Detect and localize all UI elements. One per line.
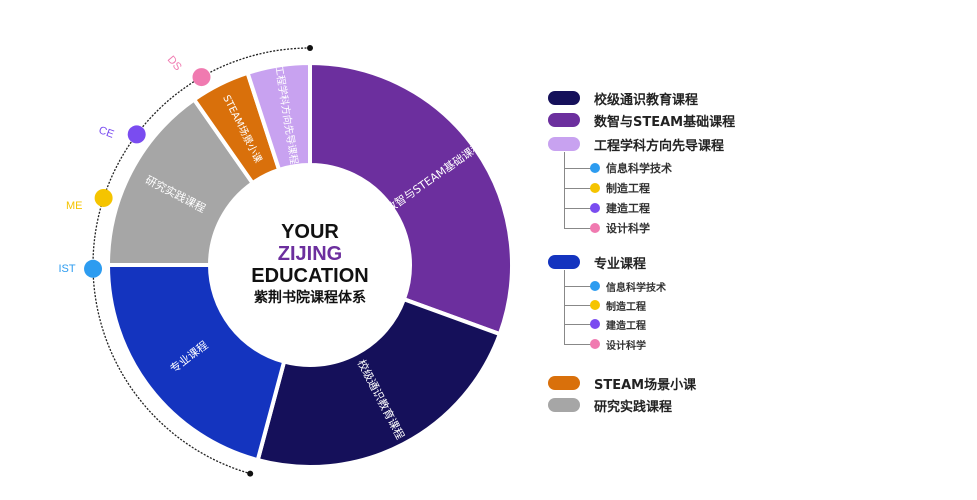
center-title: YOUR ZIJING EDUCATION 紫荆书院课程体系: [251, 221, 368, 306]
track-marker-label: IST: [58, 263, 75, 275]
center-line-education: EDUCATION: [251, 265, 368, 287]
center-line-subtitle: 紫荆书院课程体系: [254, 289, 366, 306]
track-marker-ce: [127, 125, 146, 144]
track-end-dot: [307, 45, 313, 51]
center-line-zijing: ZIJING: [278, 243, 342, 265]
donut-segment: [308, 60, 514, 337]
track-marker-ist: [84, 259, 103, 278]
track-marker-me: [94, 188, 113, 207]
track-marker-ds: [192, 68, 211, 87]
center-line-your: YOUR: [281, 221, 339, 243]
track-marker-label: DS: [165, 54, 184, 73]
donut-segment: [245, 60, 312, 173]
donut-segment: [255, 296, 503, 469]
donut-segment: [105, 96, 256, 267]
track-marker-label: ME: [66, 200, 83, 212]
track-marker-label: CE: [97, 124, 115, 141]
track-arc: [92, 47, 311, 475]
track-end-dot: [247, 470, 254, 477]
donut-segment: [105, 263, 287, 463]
